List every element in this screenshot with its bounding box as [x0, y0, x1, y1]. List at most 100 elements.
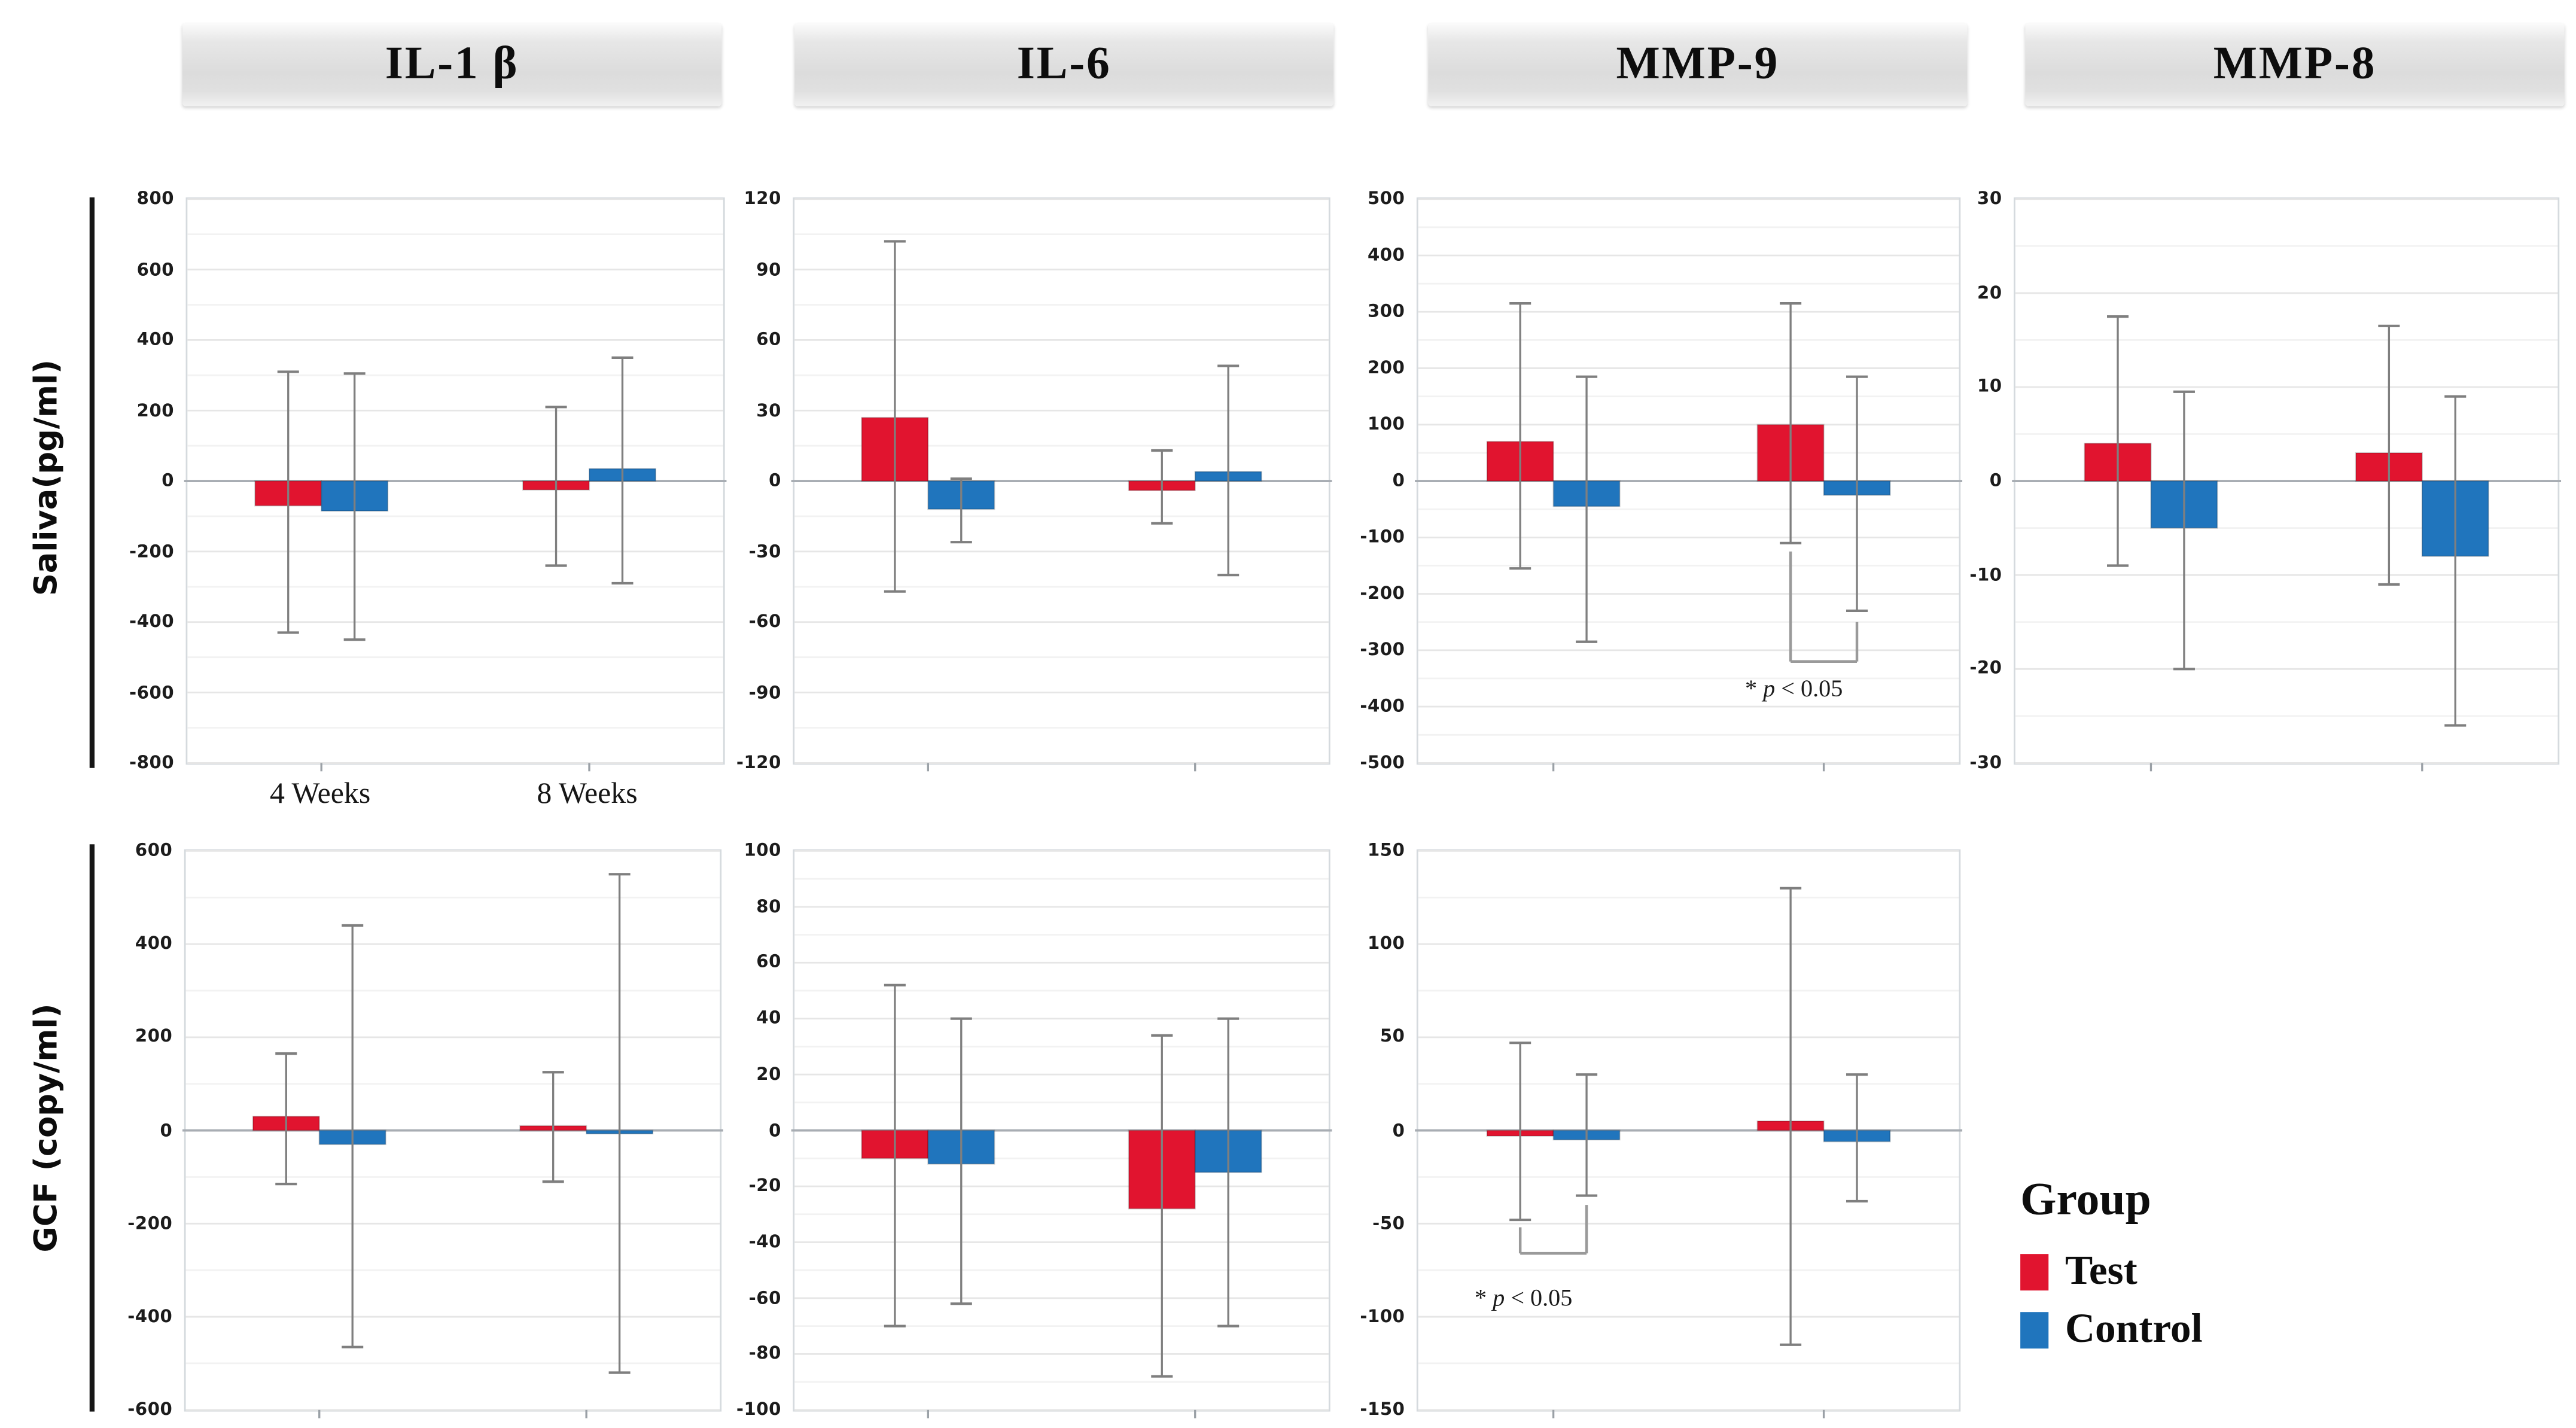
row-label-gcf: GCF (copy/ml)	[28, 1003, 65, 1253]
error-bars	[275, 873, 631, 1374]
y-tick-label: 100	[1367, 415, 1405, 435]
y-tick-label: 100	[744, 841, 781, 861]
plot-area: * p < 0.05	[1415, 850, 1963, 1418]
y-tick-label: -50	[1372, 1213, 1405, 1234]
y-tick-label: 200	[135, 1027, 173, 1048]
y-tick-label: 200	[1367, 358, 1405, 379]
y-tick-label: -800	[129, 753, 175, 774]
error-bars	[1509, 887, 1868, 1346]
significance-annotation: * p < 0.05	[1475, 1205, 1588, 1311]
y-tick-label: -600	[127, 1400, 173, 1420]
y-tick-label: 30	[756, 400, 781, 421]
y-tick-label: 600	[136, 259, 175, 280]
y-tick-label: 400	[1367, 245, 1405, 266]
plot-area	[182, 850, 723, 1418]
gridlines-minor	[187, 233, 723, 729]
chart-saliva-mmp8: 30 20 10 0 -10 -20 -30	[1969, 189, 2562, 773]
y-tick-label: -500	[1360, 753, 1405, 774]
y-tick-label: -400	[127, 1307, 173, 1327]
test-color-swatch	[2020, 1254, 2049, 1291]
y-tick-label: 20	[756, 1064, 781, 1085]
legend-title: Group	[2020, 1174, 2151, 1226]
y-tick-label: 300	[1367, 302, 1405, 322]
legend-item-label: Test	[2065, 1249, 2137, 1294]
row-axis-line-saliva	[89, 197, 95, 768]
y-tick-label: 0	[160, 1120, 173, 1141]
x-label-8-weeks: 8 Weeks	[537, 776, 638, 810]
y-tick-label: -10	[1969, 565, 2002, 585]
y-tick-label: 60	[756, 952, 781, 973]
y-tick-label: 600	[135, 841, 173, 861]
chart-saliva-il1b: 800 600 400 200 0 -200 -400 -600 -800	[129, 189, 727, 773]
chart-saliva-il6: 120 90 60 30 0 -30 -60 -90 -120	[736, 189, 1332, 773]
gridlines-major	[794, 850, 1329, 1411]
y-tick-label: -200	[129, 541, 175, 562]
y-tick-label: 0	[162, 471, 175, 491]
chart-saliva-mmp9: * p < 0.05 500 400 300 200 100 0 -100 -200 -300 -4…	[1360, 189, 1963, 773]
y-tick-label: 200	[136, 400, 175, 421]
y-tick-label: -100	[736, 1400, 781, 1420]
row-axis-line-gcf	[89, 844, 95, 1412]
plot-area: * p < 0.05	[1415, 198, 1963, 772]
y-tick-label: -30	[748, 541, 781, 562]
y-tick-label: 400	[136, 330, 175, 351]
error-bars	[277, 356, 634, 641]
y-tick-label: 0	[1989, 471, 2002, 491]
y-tick-label: -90	[748, 682, 781, 703]
gridlines-minor	[794, 233, 1329, 729]
y-tick-label: 50	[1380, 1027, 1405, 1048]
y-tick-label: 0	[769, 1120, 781, 1141]
y-tick-label: -20	[748, 1176, 781, 1196]
y-tick-label: -100	[1360, 1307, 1405, 1327]
y-tick-label: 40	[756, 1009, 781, 1029]
x-tick-marks	[318, 1409, 587, 1418]
gridlines-minor	[1418, 896, 1959, 1365]
y-tick-label: -60	[748, 612, 781, 632]
gridlines-major	[1418, 850, 1959, 1411]
chart-gcf-mmp9: * p < 0.05 150 100 50 0 -50 -100 -150	[1360, 841, 1963, 1420]
gridlines-major	[187, 198, 723, 764]
x-tick-marks	[927, 1409, 1196, 1418]
chart-gcf-il6: 100 80 60 40 20 0 -20 -40 -60 -80 -100	[736, 841, 1332, 1420]
y-tick-label: 0	[769, 471, 781, 491]
y-tick-label: 80	[756, 897, 781, 917]
y-tick-label: -40	[748, 1232, 781, 1253]
y-tick-label: 0	[1392, 1120, 1405, 1141]
y-tick-label: -120	[736, 753, 781, 774]
gridlines-major	[794, 198, 1329, 764]
gridlines-major	[185, 850, 720, 1411]
y-tick-label: 400	[135, 934, 173, 954]
gridlines-minor	[794, 878, 1329, 1383]
error-bars	[2107, 315, 2467, 727]
y-tick-label: 800	[136, 189, 175, 209]
y-tick-label: -300	[1360, 640, 1405, 660]
y-tick-label: -60	[748, 1288, 781, 1308]
x-tick-marks	[320, 763, 590, 772]
x-tick-marks	[2149, 763, 2423, 772]
y-tick-label: 500	[1367, 189, 1405, 209]
bars	[254, 468, 657, 512]
gridlines-minor	[2015, 245, 2558, 717]
p-value-text: * p < 0.05	[1475, 1284, 1572, 1311]
y-tick-label: -200	[1360, 583, 1405, 604]
plot-area	[791, 850, 1332, 1418]
legend-item-test: Test	[2020, 1249, 2203, 1294]
error-bars	[884, 984, 1240, 1378]
column-title-mmp8: MMP-8	[2025, 23, 2565, 106]
y-tick-label: 20	[1977, 283, 2002, 303]
y-tick-label: -30	[1969, 753, 2002, 774]
chart-gcf-il1b: 600 400 200 0 -200 -400 -600	[127, 841, 723, 1420]
control-color-swatch	[2020, 1312, 2049, 1349]
y-tick-label: 100	[1367, 934, 1405, 954]
gridlines-major	[1418, 198, 1959, 764]
row-label-saliva: Saliva(pg/ml)	[28, 359, 65, 596]
plot-area	[2012, 198, 2562, 772]
y-tick-label: 90	[756, 259, 781, 280]
column-title-mmp9: MMP-9	[1428, 23, 1968, 106]
y-tick-label: 30	[1977, 189, 2002, 209]
bars	[861, 1129, 1262, 1210]
plot-area	[184, 198, 727, 772]
y-tick-label: 150	[1367, 841, 1405, 861]
y-tick-label: 0	[1392, 471, 1405, 491]
